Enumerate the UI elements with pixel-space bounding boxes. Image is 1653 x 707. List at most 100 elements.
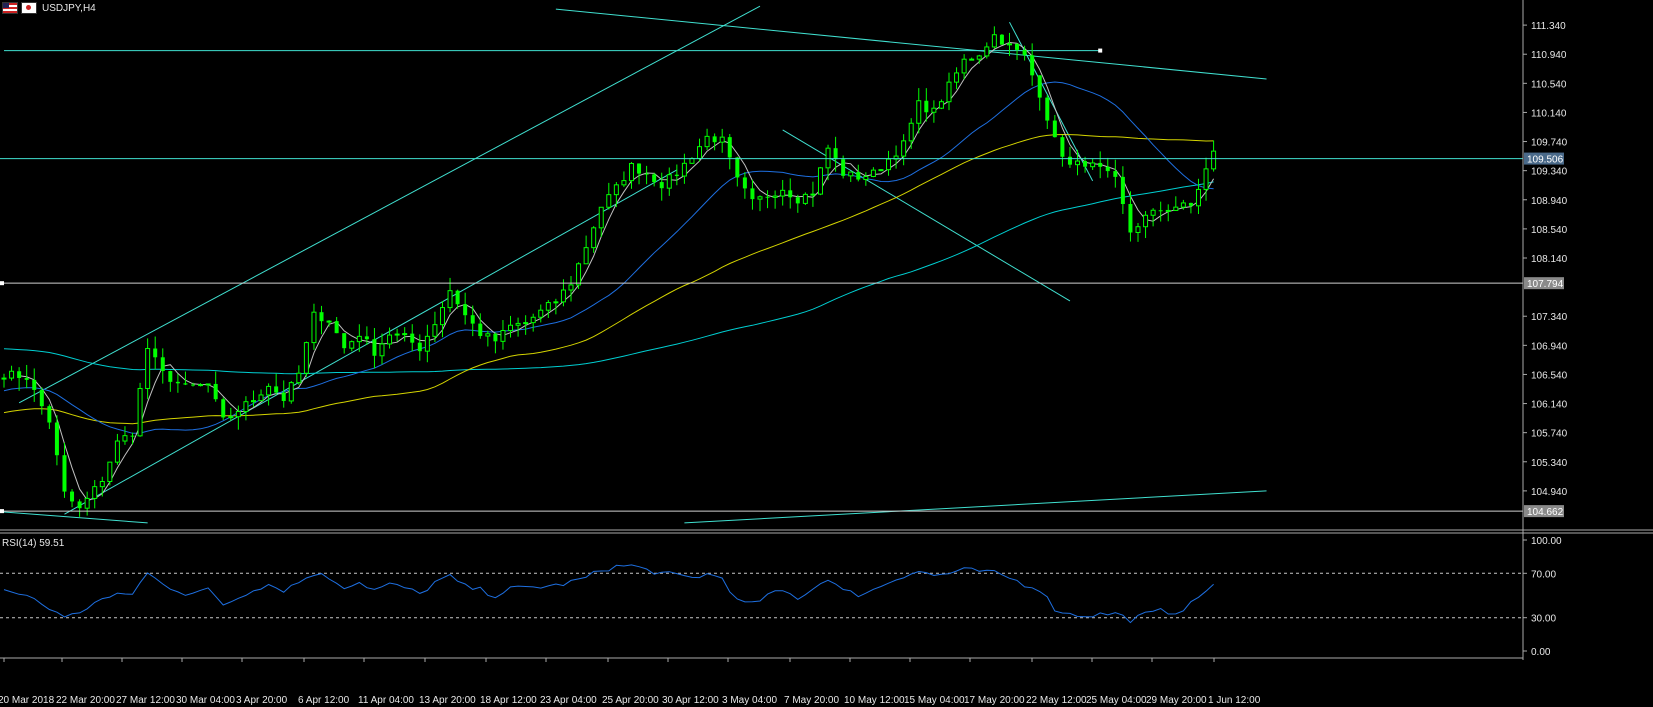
candle-body-bull <box>258 394 264 402</box>
time-tick-label: 3 May 04:00 <box>722 695 777 706</box>
candle-body-bull <box>606 194 612 208</box>
line-anchor-handle[interactable] <box>0 281 4 286</box>
candle-body-bear <box>788 190 793 198</box>
candle-body-bull <box>870 169 876 177</box>
time-tick-label: 30 Mar 04:00 <box>176 695 235 706</box>
candle-body-bear <box>334 321 339 334</box>
time-tick-label: 7 May 20:00 <box>784 695 839 706</box>
rsi-tick-label: 100.00 <box>1531 536 1562 547</box>
candle-body-bull <box>538 309 544 318</box>
rsi-tick-label: 0.00 <box>1531 647 1551 658</box>
price-tick-label: 110.540 <box>1531 79 1567 90</box>
time-tick-label: 13 Apr 20:00 <box>419 695 476 706</box>
time-tick-label: 20 Mar 2018 <box>0 695 55 706</box>
candle-body-bear <box>54 422 59 456</box>
moving-average-yellow <box>3 133 1214 425</box>
candle-body-bear <box>1188 202 1193 206</box>
candle-body-bull <box>1203 168 1209 190</box>
candle-body-bull <box>266 385 272 396</box>
candle-body-bull <box>931 107 937 113</box>
candle-body-bull <box>825 147 831 169</box>
time-tick-label: 25 May 04:00 <box>1086 695 1147 706</box>
candle-body-bull <box>560 289 566 303</box>
candle-body-bear <box>168 371 173 382</box>
time-tick-label: 22 Mar 20:00 <box>56 695 115 706</box>
candle-body-bull <box>901 140 907 157</box>
candle-body-bear <box>62 455 67 492</box>
candle-body-bear <box>1158 210 1163 212</box>
candle-body-bear <box>1113 171 1118 177</box>
candle-body-bull <box>1075 160 1081 166</box>
trendline-rising-line-low <box>3 511 148 524</box>
candle-body-bear <box>364 336 369 340</box>
candle-body-bear <box>999 34 1004 45</box>
price-tag-label: 107.794 <box>1527 279 1564 290</box>
candle-body-bear <box>160 357 165 372</box>
candle-body-bear <box>32 379 37 390</box>
candle-body-bull <box>84 497 90 509</box>
time-tick-label: 25 Apr 20:00 <box>602 695 659 706</box>
candle-body-bear <box>493 333 498 342</box>
candle-body-bear <box>1120 176 1125 205</box>
candle-body-bear <box>47 406 52 423</box>
candle-body-bull <box>1165 209 1171 212</box>
candle-body-bull <box>598 206 604 229</box>
candle-body-bear <box>742 177 747 189</box>
candle-body-bull <box>802 193 808 204</box>
time-tick-label: 1 Jun 12:00 <box>1208 695 1261 706</box>
trendline-down-channel-upper <box>1009 21 1094 182</box>
candle-body-bear <box>750 188 755 200</box>
candle-body-bull <box>568 284 574 291</box>
line-anchor-handle[interactable] <box>0 509 4 514</box>
candle-body-bear <box>841 159 846 176</box>
trendline-anchor-handle[interactable] <box>1098 48 1103 53</box>
candle-body-bull <box>938 101 944 109</box>
candle-body-bear <box>735 157 740 178</box>
price-tick-label: 107.340 <box>1531 312 1568 323</box>
candle-body-bull <box>9 370 15 379</box>
price-tick-label: 109.740 <box>1531 138 1568 149</box>
candle-body-bull <box>1150 209 1156 216</box>
rsi-tick-label: 30.00 <box>1531 614 1556 625</box>
price-tick-label: 106.940 <box>1531 341 1568 352</box>
candle-body-bull <box>311 311 317 344</box>
candle-body-bull <box>697 146 703 159</box>
candle-body-bear <box>410 333 415 343</box>
candle-body-bull <box>613 184 619 196</box>
candle-body-bear <box>130 435 135 437</box>
time-tick-label: 15 May 04:00 <box>904 695 965 706</box>
candle-body-bear <box>1052 120 1057 138</box>
candle-body-bull <box>863 175 869 181</box>
candle-body-bear <box>463 304 468 316</box>
candle-body-bear <box>183 383 188 385</box>
moving-average-blue <box>3 81 1214 434</box>
time-tick-label: 11 Apr 04:00 <box>358 695 414 706</box>
candle-body-bear <box>1083 161 1088 167</box>
candle-body-bear <box>1022 49 1027 56</box>
candle-body-bear <box>39 389 44 407</box>
us-flag-icon <box>2 2 18 14</box>
candle-body-bull <box>379 343 385 357</box>
candle-body-bear <box>659 182 664 189</box>
candle-body-bear <box>77 501 82 509</box>
candle-body-bull <box>757 196 763 200</box>
candle-body-bull <box>145 348 151 389</box>
candle-body-bull <box>137 387 143 437</box>
price-tick-label: 109.340 <box>1531 167 1568 178</box>
time-tick-label: 29 May 20:00 <box>1146 695 1207 706</box>
price-tick-label: 104.940 <box>1531 487 1568 498</box>
rsi-tick-label: 70.00 <box>1531 569 1556 580</box>
candle-body-bull <box>485 333 491 337</box>
candle-body-bear <box>274 386 279 393</box>
candle-body-bull <box>387 334 393 345</box>
candle-body-bull <box>1006 43 1012 46</box>
candle-body-bear <box>153 348 158 358</box>
candle-body-bull <box>288 382 294 402</box>
candle-body-bear <box>281 392 286 401</box>
candle-body-bull <box>991 34 997 48</box>
price-tag-label: 104.662 <box>1527 507 1564 518</box>
candle-body-bull <box>303 342 309 374</box>
candle-body-bear <box>470 315 475 324</box>
